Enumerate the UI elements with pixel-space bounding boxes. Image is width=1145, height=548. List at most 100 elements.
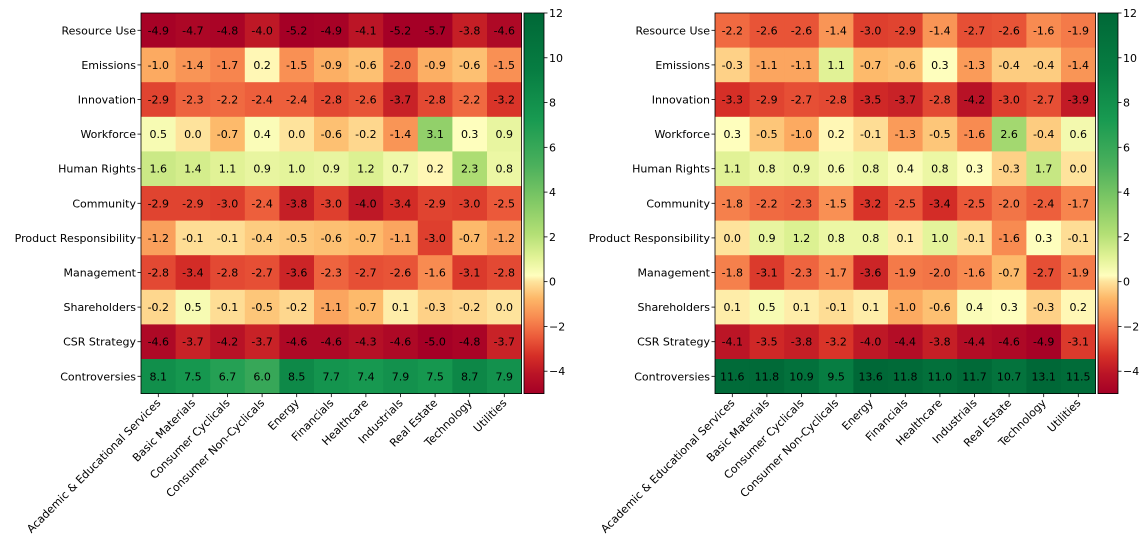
cell-value-label: -0.5 bbox=[286, 232, 307, 245]
cell-value-label: 0.0 bbox=[184, 128, 202, 141]
cell-value-label: 0.5 bbox=[150, 128, 168, 141]
heatmap-cell bbox=[383, 359, 419, 394]
cell-value-label: -2.6 bbox=[355, 94, 376, 107]
heatmap-cell bbox=[244, 13, 280, 48]
cell-value-label: 7.5 bbox=[426, 370, 444, 383]
row-label: Product Responsibility bbox=[589, 232, 711, 245]
heatmap-cell bbox=[1061, 116, 1096, 152]
cell-value-label: 0.3 bbox=[1035, 232, 1053, 245]
cell-value-label: -1.4 bbox=[825, 24, 846, 37]
cell-value-label: 0.3 bbox=[461, 128, 479, 141]
heatmap-cell bbox=[452, 13, 488, 48]
cell-value-label: -0.6 bbox=[895, 59, 916, 72]
heatmap-cell bbox=[244, 324, 280, 360]
heatmap-cell bbox=[922, 220, 958, 256]
heatmap-cell bbox=[715, 116, 750, 152]
cell-value-label: -2.6 bbox=[791, 24, 812, 37]
cell-value-label: -0.7 bbox=[355, 301, 376, 314]
heatmap-cell bbox=[279, 47, 315, 83]
heatmap-cell bbox=[749, 324, 785, 360]
cell-value-label: -4.3 bbox=[355, 336, 376, 349]
cell-value-label: -2.3 bbox=[791, 267, 812, 280]
heatmap-cell bbox=[452, 289, 488, 325]
row-label: Human Rights bbox=[632, 163, 710, 176]
heatmap-cell bbox=[715, 151, 750, 187]
cell-value-label: -1.3 bbox=[964, 59, 985, 72]
heatmap-cell bbox=[210, 220, 246, 256]
heatmap-cell bbox=[175, 13, 211, 48]
heatmap-cell bbox=[383, 324, 419, 360]
cell-value-label: -3.0 bbox=[321, 197, 342, 210]
cell-value-label: -3.7 bbox=[494, 336, 515, 349]
heatmap-cell bbox=[1061, 289, 1096, 325]
colorbar-frame bbox=[523, 12, 545, 395]
cell-value-label: -1.2 bbox=[148, 232, 169, 245]
heatmap-cell bbox=[888, 151, 923, 187]
cell-value-label: -0.7 bbox=[998, 267, 1019, 280]
cell-value-label: 0.0 bbox=[288, 128, 306, 141]
cell-value-label: -5.7 bbox=[424, 24, 445, 37]
cell-value-label: -1.7 bbox=[825, 267, 846, 280]
column-label: Academic & Educational Services bbox=[24, 396, 163, 535]
heatmap-cell bbox=[487, 13, 522, 48]
heatmap-cell bbox=[715, 324, 750, 360]
cell-value-label: -1.5 bbox=[286, 59, 307, 72]
cell-value-label: -1.9 bbox=[1068, 24, 1089, 37]
heatmap-cell bbox=[784, 116, 820, 152]
heatmap-cell bbox=[784, 359, 820, 394]
cell-value-label: -3.9 bbox=[1068, 94, 1089, 107]
heatmap-cell bbox=[853, 359, 889, 394]
heatmap-cell bbox=[244, 255, 280, 291]
cell-value-label: -1.3 bbox=[895, 128, 916, 141]
cell-value-label: 0.9 bbox=[758, 232, 776, 245]
cell-value-label: -5.0 bbox=[424, 336, 445, 349]
heatmap-cell bbox=[818, 220, 854, 256]
cell-value-label: 0.3 bbox=[724, 128, 742, 141]
cell-value-label: 0.3 bbox=[931, 59, 949, 72]
heatmap-cell bbox=[853, 289, 889, 325]
heatmap-cell bbox=[991, 151, 1027, 187]
cell-value-label: -0.4 bbox=[251, 232, 272, 245]
cell-value-label: -2.2 bbox=[722, 24, 743, 37]
heatmap-cell bbox=[749, 255, 785, 291]
cell-value-label: -3.6 bbox=[860, 267, 881, 280]
heatmap-cell bbox=[1061, 186, 1096, 221]
heatmap-cell bbox=[314, 359, 349, 394]
cell-value-label: -3.4 bbox=[182, 267, 203, 280]
heatmap-cell bbox=[244, 220, 280, 256]
heatmap-cell bbox=[1026, 82, 1062, 118]
cell-value-label: 0.0 bbox=[496, 301, 514, 314]
colorbar-tick-label: −4 bbox=[549, 365, 565, 378]
heatmap-cell bbox=[1026, 220, 1062, 256]
colorbar-tick-label: 6 bbox=[549, 141, 556, 154]
cell-value-label: 6.7 bbox=[219, 370, 237, 383]
cell-value-label: -3.2 bbox=[860, 197, 881, 210]
heatmap-cell bbox=[487, 359, 522, 394]
heatmap-cell bbox=[957, 255, 993, 291]
cell-value-label: -2.5 bbox=[494, 197, 515, 210]
heatmap-cell bbox=[957, 324, 993, 360]
heatmap-cell bbox=[314, 82, 349, 118]
row-label: Community bbox=[646, 197, 710, 210]
heatmap-cell bbox=[784, 186, 820, 221]
cell-value-label: 0.9 bbox=[793, 163, 811, 176]
cell-value-label: 0.6 bbox=[1070, 128, 1088, 141]
heatmap-cell bbox=[314, 220, 349, 256]
heatmap-cell bbox=[818, 186, 854, 221]
heatmap-cell bbox=[279, 13, 315, 48]
heatmap-cell bbox=[991, 13, 1027, 48]
heatmap-cell bbox=[957, 47, 993, 83]
cell-value-label: -2.4 bbox=[251, 94, 272, 107]
cell-value-label: 0.8 bbox=[758, 163, 776, 176]
cell-value-label: -2.6 bbox=[390, 267, 411, 280]
row-label: Innovation bbox=[78, 94, 136, 107]
heatmap-cell bbox=[348, 324, 384, 360]
heatmap-cell bbox=[175, 186, 211, 221]
cell-value-label: -1.2 bbox=[494, 232, 515, 245]
cell-value-label: -0.1 bbox=[182, 232, 203, 245]
column-label: Basic Materials bbox=[704, 396, 772, 464]
cell-value-label: -1.0 bbox=[895, 301, 916, 314]
cell-value-label: -0.6 bbox=[459, 59, 480, 72]
heatmap-cell bbox=[749, 47, 785, 83]
row-label: Resource Use bbox=[636, 24, 711, 37]
